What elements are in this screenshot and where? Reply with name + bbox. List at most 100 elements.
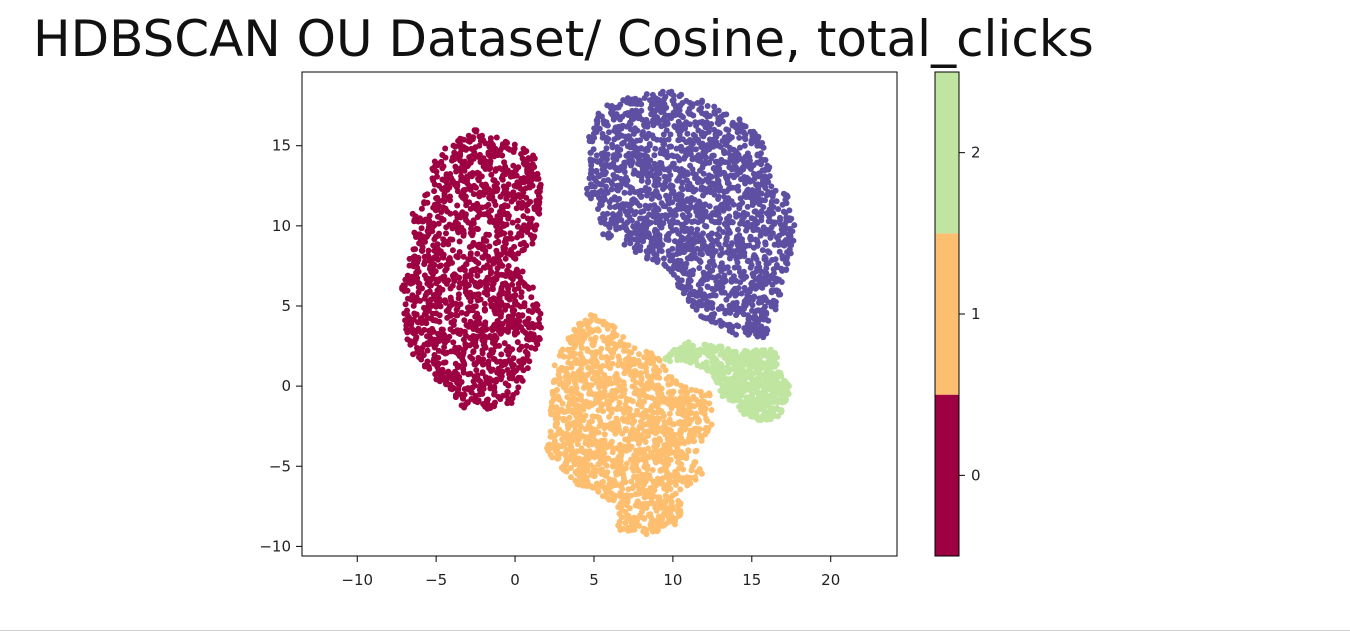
- data-point: [711, 182, 718, 189]
- data-point: [601, 164, 608, 171]
- data-point: [496, 308, 503, 315]
- data-point: [661, 485, 668, 492]
- data-point: [647, 360, 654, 367]
- data-point: [429, 175, 436, 182]
- data-point: [668, 420, 675, 427]
- data-point: [489, 339, 496, 346]
- data-point: [528, 156, 535, 162]
- data-point: [648, 422, 655, 429]
- data-point: [423, 233, 430, 240]
- data-point: [604, 102, 611, 109]
- data-point: [474, 214, 481, 220]
- data-point: [613, 111, 620, 118]
- data-point: [599, 150, 606, 157]
- data-point: [600, 211, 607, 218]
- data-point: [568, 454, 575, 461]
- data-point: [412, 230, 419, 237]
- data-point: [768, 198, 775, 205]
- data-point: [601, 425, 608, 432]
- data-point: [696, 119, 703, 126]
- data-point: [450, 142, 457, 149]
- data-point: [643, 118, 650, 125]
- data-point: [660, 458, 667, 465]
- data-point: [686, 291, 693, 298]
- data-point: [667, 223, 674, 230]
- data-point: [464, 173, 470, 180]
- data-point: [648, 380, 655, 387]
- data-point: [619, 430, 626, 437]
- data-point: [779, 222, 786, 229]
- data-point: [709, 267, 716, 274]
- data-point: [723, 188, 730, 195]
- data-point: [469, 355, 476, 362]
- data-point: [565, 335, 572, 342]
- data-point: [735, 202, 742, 209]
- data-point: [481, 381, 487, 388]
- data-point: [599, 401, 606, 408]
- data-point: [672, 490, 679, 497]
- data-point: [517, 185, 524, 192]
- data-point: [656, 357, 663, 364]
- data-point: [631, 356, 638, 363]
- data-point: [628, 478, 635, 485]
- data-point: [689, 303, 696, 310]
- data-point: [700, 213, 707, 220]
- data-point: [465, 132, 472, 139]
- data-point: [646, 141, 653, 147]
- data-point: [694, 202, 701, 209]
- data-point: [573, 396, 580, 403]
- data-point: [745, 316, 752, 323]
- data-point: [475, 376, 482, 383]
- data-point: [406, 255, 413, 262]
- data-point: [676, 440, 683, 447]
- data-point: [749, 137, 755, 144]
- data-point: [687, 186, 694, 193]
- data-point: [530, 171, 537, 178]
- data-point: [633, 520, 640, 527]
- data-point: [751, 293, 758, 300]
- data-point: [653, 228, 660, 235]
- data-point: [728, 278, 735, 285]
- data-point: [674, 507, 681, 514]
- data-point: [475, 260, 482, 267]
- data-point: [580, 384, 587, 391]
- data-point: [685, 448, 692, 455]
- data-point: [708, 407, 715, 413]
- data-point: [732, 184, 739, 191]
- data-point: [565, 425, 572, 432]
- data-point: [619, 122, 626, 129]
- data-point: [676, 431, 683, 438]
- data-point: [670, 188, 677, 195]
- data-point: [690, 170, 697, 177]
- data-point: [476, 151, 483, 158]
- data-point: [403, 322, 410, 329]
- data-point: [737, 144, 743, 151]
- data-point: [664, 119, 671, 126]
- data-point: [644, 381, 651, 388]
- data-point: [623, 514, 630, 521]
- data-point: [617, 175, 624, 182]
- data-point: [500, 223, 507, 229]
- data-point: [499, 368, 506, 375]
- data-point: [648, 525, 655, 532]
- data-point: [443, 308, 450, 314]
- data-point: [640, 398, 647, 405]
- data-point: [652, 165, 659, 172]
- data-point: [652, 233, 659, 240]
- data-point: [682, 425, 689, 432]
- data-point: [408, 325, 415, 332]
- data-point: [698, 436, 705, 443]
- data-point: [692, 448, 699, 455]
- data-point: [474, 250, 481, 257]
- data-point: [657, 437, 664, 444]
- data-point: [493, 335, 500, 342]
- data-point: [439, 326, 446, 333]
- data-point: [696, 265, 703, 271]
- data-point: [628, 349, 635, 356]
- data-point: [635, 110, 642, 117]
- data-point: [665, 485, 672, 492]
- data-point: [434, 363, 441, 370]
- data-point: [786, 246, 793, 253]
- data-point: [725, 127, 732, 134]
- data-point: [511, 286, 518, 293]
